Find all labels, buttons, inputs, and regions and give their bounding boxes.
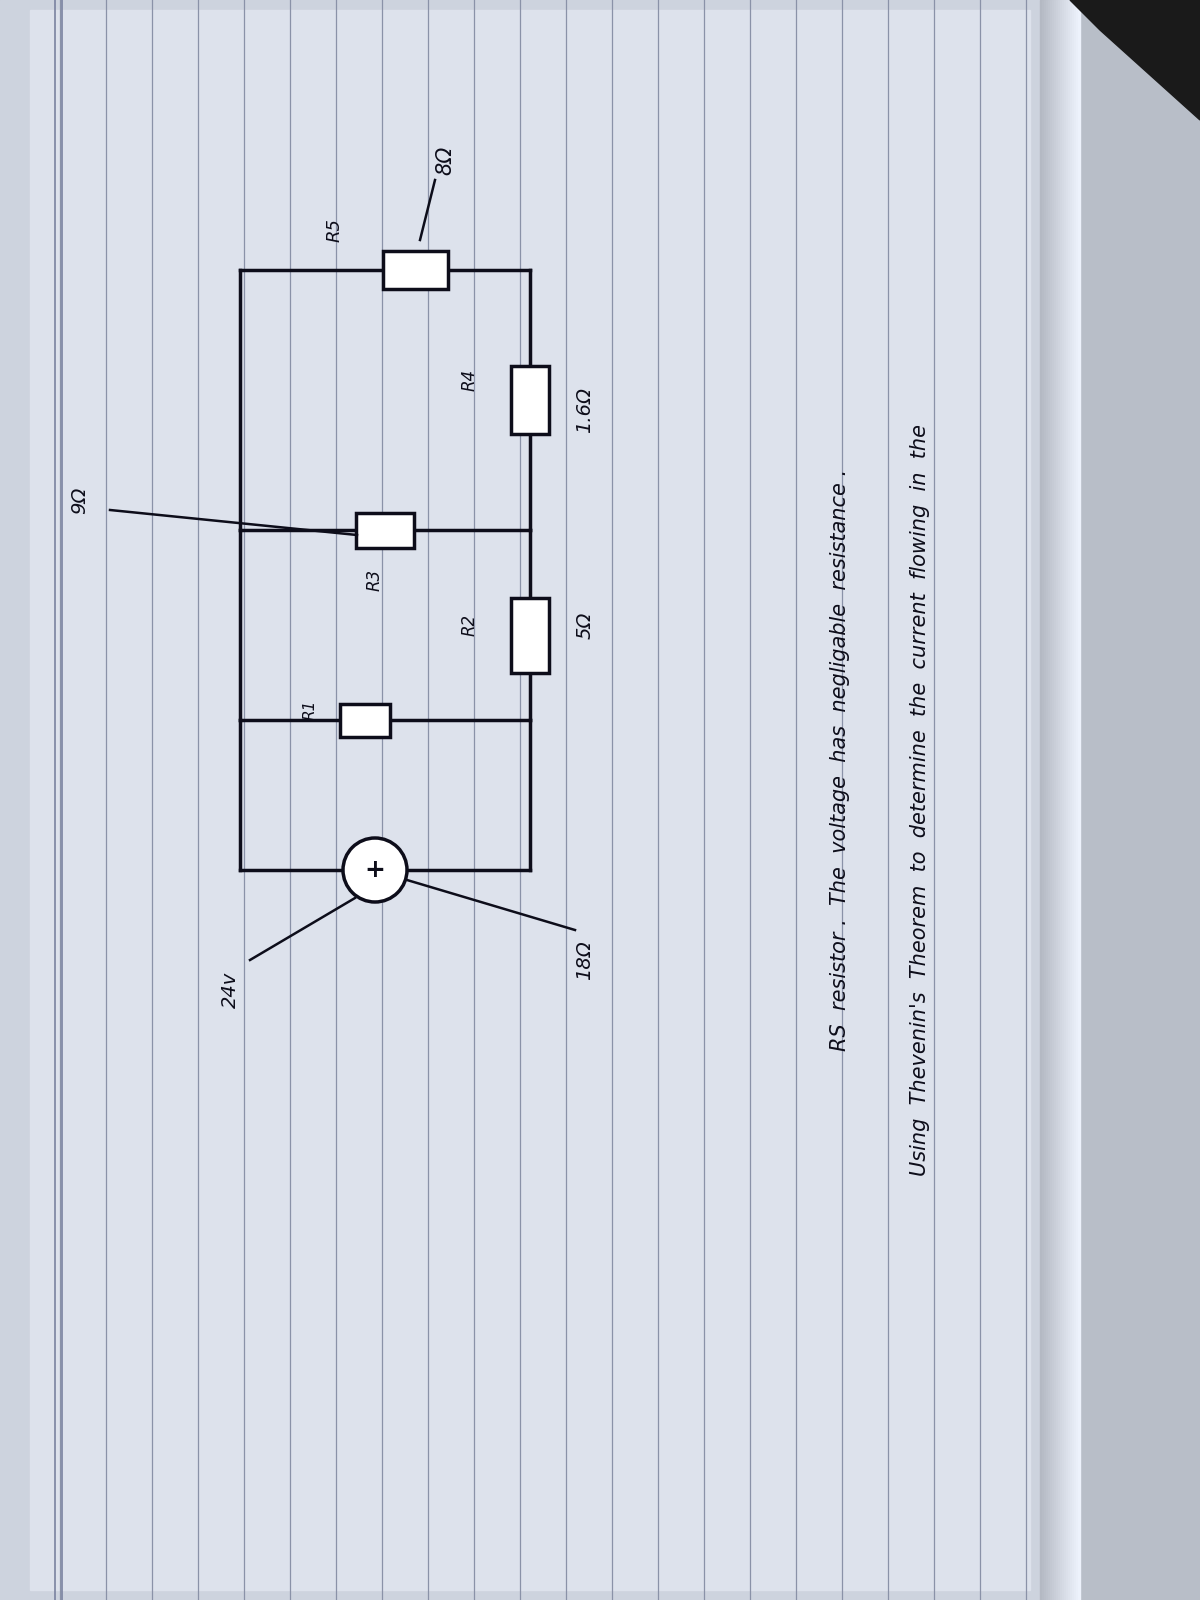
- Text: 24v: 24v: [221, 971, 240, 1008]
- Bar: [1040, 0, 1042, 1600]
- Text: 1.6Ω: 1.6Ω: [576, 387, 594, 434]
- Text: 18Ω: 18Ω: [576, 941, 594, 979]
- Text: 5Ω: 5Ω: [576, 611, 594, 638]
- Bar: [1058, 0, 1060, 1600]
- Bar: [1052, 0, 1054, 1600]
- Text: R3: R3: [366, 570, 384, 590]
- Bar: [1060, 0, 1062, 1600]
- Bar: [1070, 0, 1072, 1600]
- Bar: [1066, 0, 1068, 1600]
- Bar: [30, 10, 1030, 1590]
- Bar: [383, 251, 448, 290]
- Text: 8Ω: 8Ω: [436, 146, 455, 174]
- Bar: [1050, 0, 1052, 1600]
- Bar: [0, 0, 1060, 1600]
- Text: R1: R1: [302, 699, 318, 720]
- Text: Using  Thevenin's  Theorem  to  determine  the  current  flowing  in  the: Using Thevenin's Theorem to determine th…: [910, 424, 930, 1176]
- Bar: [1072, 0, 1074, 1600]
- Text: R4: R4: [461, 370, 479, 390]
- Bar: [1048, 0, 1050, 1600]
- Text: 9Ω: 9Ω: [71, 486, 90, 514]
- Bar: [1078, 0, 1080, 1600]
- Circle shape: [343, 838, 407, 902]
- Text: R2: R2: [461, 614, 479, 637]
- Bar: [1042, 0, 1044, 1600]
- Bar: [1074, 0, 1076, 1600]
- Text: RS  resistor .  The  voltage  has  negligable  resistance .: RS resistor . The voltage has negligable…: [830, 469, 850, 1051]
- Bar: [1044, 0, 1046, 1600]
- Bar: [511, 598, 550, 674]
- Bar: [356, 514, 414, 547]
- Text: +: +: [365, 858, 385, 882]
- Bar: [1068, 0, 1070, 1600]
- Bar: [511, 366, 550, 434]
- Bar: [1076, 0, 1078, 1600]
- Bar: [1046, 0, 1048, 1600]
- Bar: [1056, 0, 1058, 1600]
- Text: R5: R5: [326, 218, 344, 242]
- Polygon shape: [1070, 0, 1200, 120]
- Bar: [1064, 0, 1066, 1600]
- Bar: [1062, 0, 1064, 1600]
- Bar: [1054, 0, 1056, 1600]
- Bar: [340, 704, 390, 738]
